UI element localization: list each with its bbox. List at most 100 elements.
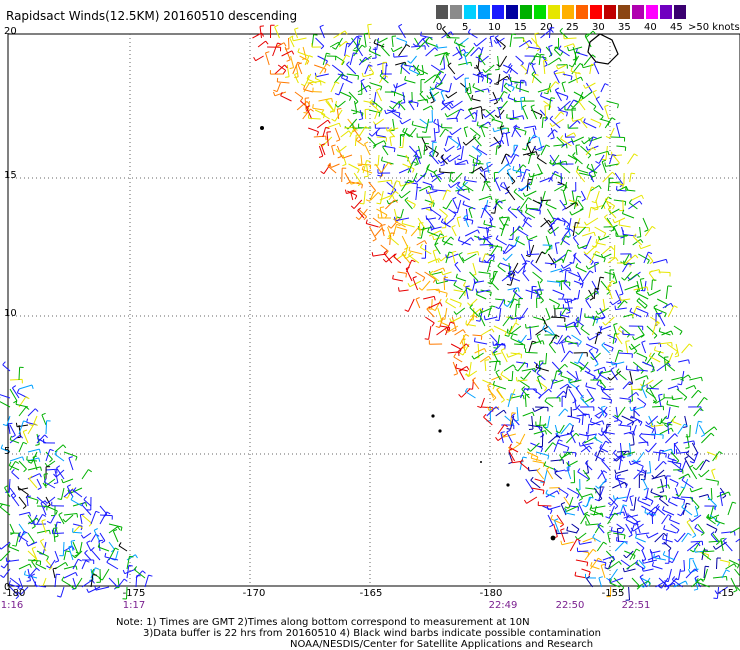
scale-swatch (576, 5, 588, 19)
wind-barb-feather (265, 51, 270, 54)
wind-barb (457, 184, 465, 192)
wind-barb-feather (534, 73, 539, 76)
wind-barb (571, 334, 582, 342)
wind-barb (529, 325, 532, 340)
wind-barb (685, 568, 696, 579)
wind-barb-feather (15, 460, 20, 464)
wind-barb-feather (694, 524, 698, 529)
wind-barb (455, 188, 469, 192)
scale-swatch (436, 5, 448, 19)
wind-barb-feather (503, 70, 507, 74)
wind-barb (412, 277, 419, 291)
wind-barb-feather (666, 360, 670, 365)
wind-barb (0, 541, 11, 550)
wind-barb (595, 450, 601, 462)
wind-barb (487, 385, 494, 399)
wind-barb (531, 487, 544, 491)
wind-barb (409, 145, 417, 155)
wind-barb-feather (441, 237, 445, 242)
wind-barb-feather (555, 242, 560, 244)
wind-barb-feather (337, 108, 342, 110)
wind-barb (622, 213, 635, 219)
wind-barb-feather (597, 369, 600, 374)
wind-barb-feather (485, 253, 490, 256)
wind-barb-feather (582, 440, 586, 444)
wind-barb (526, 207, 539, 210)
wind-barb (410, 55, 417, 64)
wind-barb-feather (430, 225, 432, 230)
wind-barb (426, 217, 437, 220)
wind-barb (369, 102, 379, 111)
wind-barb (569, 432, 576, 444)
wind-barb-feather (438, 257, 442, 262)
wind-barb (616, 528, 620, 543)
wind-barb (600, 469, 607, 482)
wind-barb (507, 352, 520, 358)
wind-barb (701, 552, 712, 561)
wind-barb-feather (352, 49, 357, 52)
wind-barb (468, 361, 472, 376)
wind-barb-feather (46, 556, 49, 561)
wind-barb-feather (603, 233, 607, 238)
wind-barb-feather (98, 577, 103, 581)
wind-barb (430, 208, 442, 217)
wind-barb-feather (536, 369, 540, 374)
wind-barb-feather (600, 253, 604, 258)
wind-barb-feather (340, 154, 344, 159)
wind-barb (607, 512, 616, 525)
wind-barb-feather (550, 222, 555, 225)
wind-barb-feather (575, 231, 579, 235)
wind-barb (658, 271, 671, 273)
wind-barb (585, 82, 593, 93)
wind-barb-feather (459, 303, 462, 308)
wind-barb-feather (665, 587, 670, 591)
wind-barb-feather (587, 435, 589, 441)
wind-barb (412, 172, 418, 183)
wind-barb (565, 512, 576, 516)
wind-barb (9, 523, 15, 534)
wind-barb-feather (507, 155, 512, 158)
wind-barb-feather (507, 168, 512, 171)
wind-barb-feather (427, 227, 430, 233)
wind-barb (622, 333, 635, 336)
wind-barb-feather (294, 27, 299, 30)
wind-barb (534, 478, 545, 483)
wind-barb (415, 151, 421, 165)
wind-barb-feather (641, 465, 644, 471)
wind-barb (532, 460, 545, 464)
wind-barb-feather (610, 367, 615, 371)
wind-barb-feather (511, 413, 515, 417)
wind-barb-feather (596, 380, 600, 385)
wind-barb-feather (530, 153, 536, 155)
wind-barb (549, 118, 561, 129)
wind-barb-feather (693, 515, 699, 517)
wind-barb (444, 135, 449, 147)
wind-barb-feather (453, 38, 457, 43)
wind-barb-feather (565, 235, 570, 239)
wind-barb-feather (41, 412, 46, 416)
wind-barb (590, 565, 600, 570)
wind-barb (669, 519, 680, 525)
wind-barb-feather (598, 123, 602, 128)
wind-barb (523, 220, 532, 228)
wind-barb (662, 538, 673, 543)
wind-barb (429, 273, 440, 282)
wind-barb-feather (62, 444, 67, 449)
wind-barb (52, 568, 56, 579)
wind-barb (433, 267, 444, 273)
wind-barb (516, 361, 528, 365)
wind-barb-feather (614, 469, 617, 474)
wind-barb-feather (458, 349, 462, 354)
wind-barb-feather (653, 553, 655, 558)
wind-barb (628, 202, 638, 210)
wind-barb (678, 487, 685, 497)
wind-barb (495, 37, 506, 47)
wind-barb-feather (583, 118, 586, 123)
wind-barb (527, 235, 538, 241)
wind-barb (425, 316, 435, 324)
wind-barb (643, 577, 651, 588)
wind-barb (658, 354, 670, 363)
wind-barb (73, 490, 83, 498)
wind-barb-feather (542, 340, 545, 345)
wind-barb-feather (80, 534, 84, 539)
